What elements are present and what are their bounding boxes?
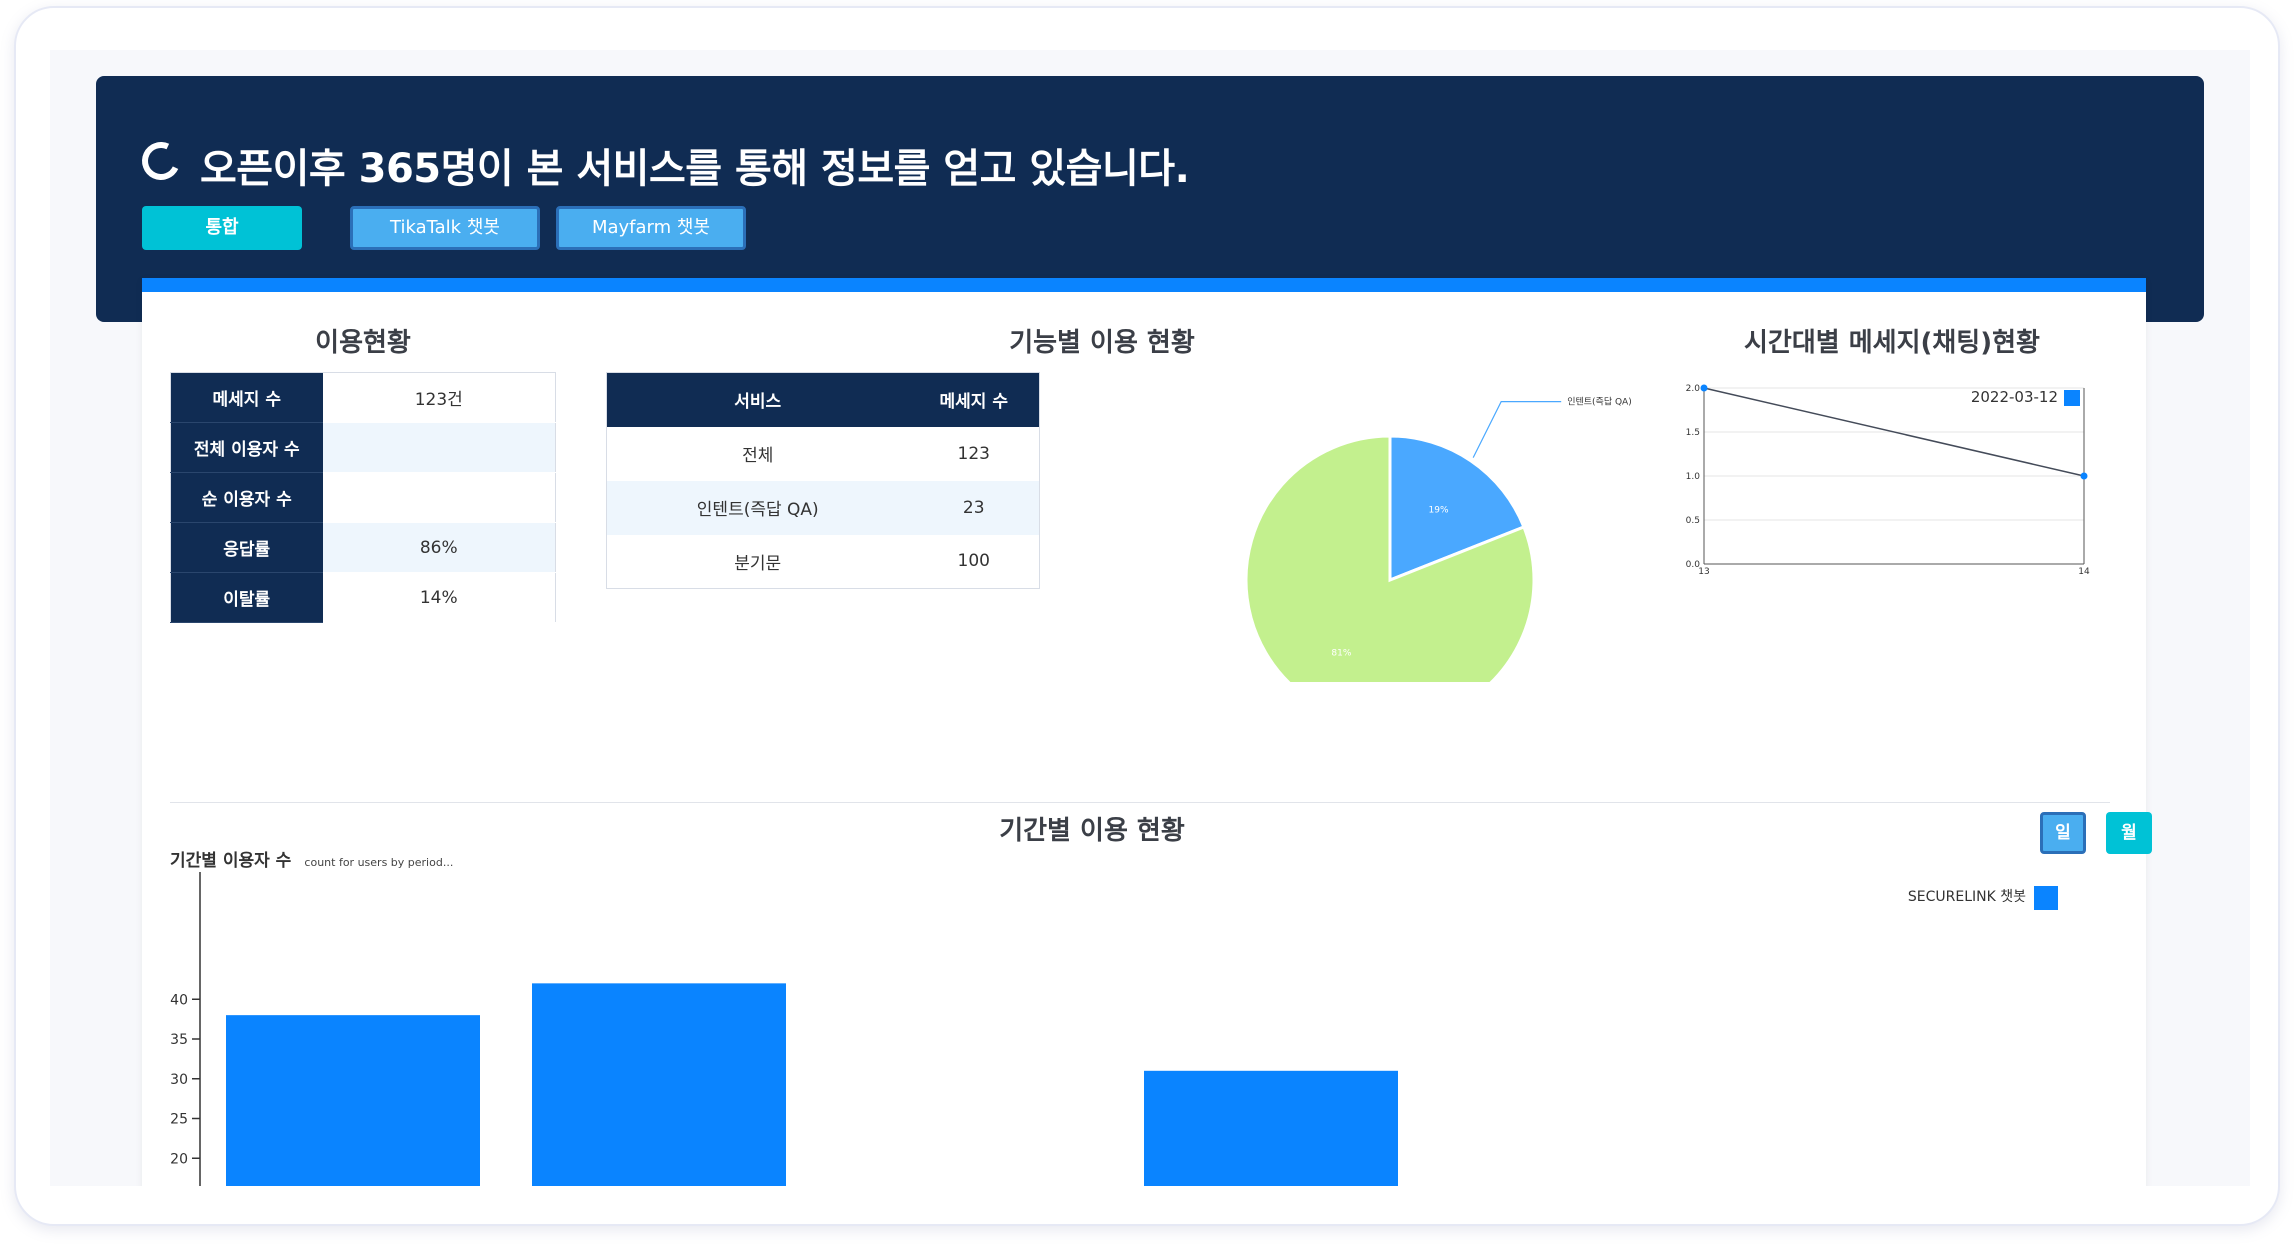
tab-tikatalk[interactable]: TikaTalk 챗봇 [350, 206, 540, 250]
dashboard: 오픈이후 365명이 본 서비스를 통해 정보를 얻고 있습니다. 통합 Tik… [50, 50, 2250, 1186]
y-tick-label: 2.0 [1686, 384, 1701, 394]
usage-title: 이용현황 [315, 328, 411, 358]
feature-title: 기능별 이용 현황 [1009, 328, 1195, 358]
bar-y-tick-label: 40 [170, 992, 188, 1008]
bar-legend-swatch [2034, 886, 2058, 910]
window-frame: 오픈이후 365명이 본 서비스를 통해 정보를 얻고 있습니다. 통합 Tik… [14, 6, 2280, 1226]
cell-count: 123 [957, 443, 990, 464]
usage-table: 메세지 수 123건 전체 이용자 수 순 이용자 수 응답률 86% 이탈률 14% [170, 372, 556, 623]
bar [226, 1015, 480, 1186]
row-label: 응답률 [170, 522, 323, 573]
line-legend-label: 2022-03-12 [1971, 388, 2058, 406]
y-tick-label: 1.5 [1686, 428, 1700, 438]
line-chart: 0.0 0.5 1.0 1.5 2.0 13 14 2022-03-12 [1686, 384, 2090, 577]
tab-mayfarm[interactable]: Mayfarm 챗봇 [556, 206, 746, 250]
cell-service: 분기문 [734, 553, 782, 574]
day-button[interactable]: 일 [2040, 812, 2086, 854]
row-value: 86% [322, 522, 556, 573]
period-subtitle-note: count for users by period... [304, 856, 454, 869]
line-point [1700, 384, 1708, 392]
column-header: 메세지 수 [908, 372, 1040, 427]
row-label: 순 이용자 수 [170, 472, 323, 523]
table-row: 메세지 수 123건 [170, 372, 556, 423]
row-value: 14% [322, 572, 556, 623]
table-row: 인텐트(즉답 QA) 23 [606, 480, 1040, 535]
stats-panel: 이용현황 메세지 수 123건 전체 이용자 수 순 이용자 수 응답률 86% 이… [142, 278, 2152, 1186]
cell-count: 23 [908, 480, 1040, 535]
table-row: 전체 123 [607, 427, 1040, 481]
pie-slice [1244, 434, 1536, 682]
line-point [2080, 472, 2088, 480]
pie-value-label: 81% [1331, 648, 1351, 658]
pie-leader-line [1472, 400, 1562, 458]
pie-chart: 19%인텐트(즉답 QA)81%분기문 [1244, 396, 1632, 682]
hourly-title: 시간대별 메세지(채팅)현황 [1744, 328, 2040, 358]
y-tick-label: 1.0 [1686, 472, 1701, 482]
feature-table: 서비스 메세지 수 전체 123 인텐트(즉답 QA) 23 분기문 100 [606, 372, 1040, 589]
table-row: 이탈률 14% [170, 572, 556, 623]
month-button[interactable]: 월 [2106, 812, 2152, 854]
x-tick-label: 14 [2078, 567, 2090, 577]
bar-y-tick-label: 25 [170, 1112, 188, 1128]
bar-y-tick-label: 20 [170, 1151, 188, 1167]
cell-count: 100 [957, 551, 990, 572]
tab-integrated[interactable]: 통합 [142, 206, 302, 250]
row-value [322, 422, 556, 473]
bar [532, 983, 786, 1186]
line-series [1703, 387, 2085, 477]
table-row: 분기문 100 [607, 535, 1040, 589]
loading-spinner-icon [136, 136, 186, 186]
period-subtitle: 기간별 이용자 수 [170, 851, 292, 871]
line-legend-swatch [2064, 390, 2080, 406]
period-subtitle-group: 기간별 이용자 수 count for users by period... [170, 846, 453, 871]
pie-value-label: 19% [1429, 506, 1449, 516]
bar-y-tick-label: 35 [170, 1032, 188, 1048]
page-headline: 오픈이후 365명이 본 서비스를 통해 정보를 얻고 있습니다. [200, 146, 1190, 192]
row-value: 123건 [322, 372, 556, 423]
row-value [322, 472, 556, 523]
table-header-row: 서비스 메세지 수 [606, 372, 1040, 427]
section-divider [170, 802, 2110, 803]
bar [1144, 1070, 1398, 1186]
bar-y-tick-label: 30 [170, 1072, 188, 1088]
table-row: 응답률 86% [170, 522, 556, 573]
cell-service: 전체 [742, 446, 774, 466]
x-tick-label: 13 [1698, 567, 1709, 577]
row-label: 메세지 수 [170, 372, 323, 423]
row-label: 이탈률 [170, 572, 323, 623]
y-tick-label: 0.0 [1686, 560, 1701, 570]
pie-slice [1388, 434, 1526, 583]
table-row: 순 이용자 수 [170, 472, 556, 523]
cell-service: 인텐트(즉답 QA) [606, 480, 909, 535]
period-title: 기간별 이용 현황 [999, 816, 1185, 846]
y-tick-label: 0.5 [1686, 516, 1700, 526]
column-header: 서비스 [606, 372, 909, 427]
row-label: 전체 이용자 수 [170, 422, 323, 473]
pie-category-label: 인텐트(즉답 QA) [1567, 396, 1632, 408]
bar-legend-label: SECURELINK 챗봇 [1908, 889, 2026, 905]
table-row: 전체 이용자 수 [170, 422, 556, 473]
